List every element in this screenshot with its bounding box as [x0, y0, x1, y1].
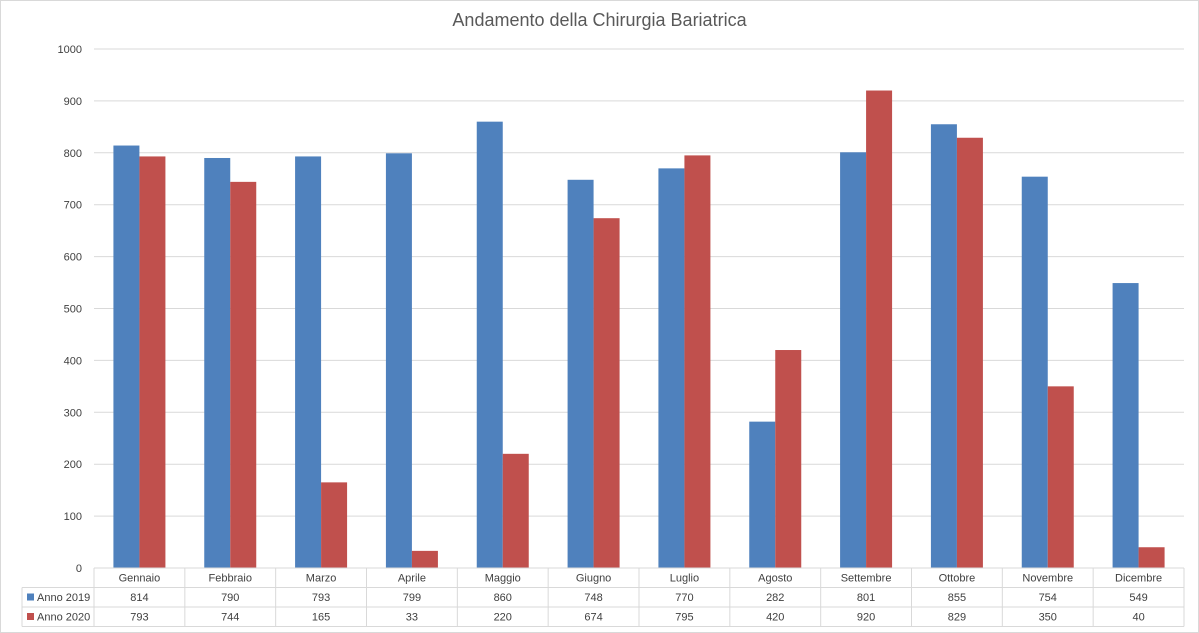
bar-2019 — [204, 157, 231, 569]
bar-2020 — [593, 218, 620, 568]
legend-key — [27, 613, 34, 620]
x-tick-label: Dicembre — [1115, 573, 1162, 585]
data-label: 549 — [1129, 592, 1147, 604]
y-tick-label: 200 — [64, 459, 82, 471]
y-tick-label: 700 — [64, 200, 82, 212]
data-label: 801 — [857, 592, 875, 604]
bar-2019 — [476, 121, 503, 568]
legend-label: Anno 2020 — [37, 612, 90, 624]
bar-2019 — [1021, 176, 1048, 568]
bar-2020 — [139, 156, 166, 569]
data-label: 165 — [312, 612, 330, 624]
data-label: 33 — [406, 612, 418, 624]
bar-2020 — [956, 137, 983, 568]
bar-2019 — [930, 124, 957, 568]
data-label: 793 — [312, 592, 330, 604]
data-label: 790 — [221, 592, 239, 604]
bar-2020 — [684, 155, 711, 568]
data-label: 814 — [130, 592, 148, 604]
y-tick-label: 1000 — [58, 44, 82, 56]
data-label: 350 — [1039, 612, 1057, 624]
x-tick-label: Agosto — [758, 573, 792, 585]
bar-2019 — [1112, 283, 1139, 568]
y-tick-label: 900 — [64, 96, 82, 108]
data-label: 744 — [221, 612, 239, 624]
bar-2019 — [567, 179, 594, 568]
legend-key — [27, 593, 34, 601]
y-tick-label: 400 — [64, 355, 82, 367]
y-tick-label: 800 — [64, 148, 82, 160]
x-tick-label: Luglio — [670, 573, 699, 585]
y-tick-label: 0 — [76, 563, 82, 575]
data-label: 829 — [948, 612, 966, 624]
y-tick-label: 300 — [64, 407, 82, 419]
data-label: 860 — [494, 592, 512, 604]
data-label: 920 — [857, 612, 875, 624]
data-label: 795 — [675, 612, 693, 624]
data-label: 220 — [494, 612, 512, 624]
x-tick-label: Maggio — [485, 573, 521, 585]
bar-2020 — [321, 482, 348, 568]
y-tick-label: 100 — [64, 511, 82, 523]
bar-2020 — [1047, 386, 1074, 568]
data-label: 799 — [403, 592, 421, 604]
x-tick-label: Marzo — [306, 573, 337, 585]
legend-label: Anno 2019 — [37, 592, 90, 604]
x-tick-label: Gennaio — [119, 573, 161, 585]
bar-2019 — [840, 152, 867, 568]
data-label: 40 — [1132, 612, 1144, 624]
bar-2020 — [866, 90, 893, 569]
x-tick-label: Aprile — [398, 573, 426, 585]
bar-2020 — [502, 453, 529, 568]
y-tick-label: 500 — [64, 304, 82, 316]
data-label: 748 — [584, 592, 602, 604]
data-label: 770 — [675, 592, 693, 604]
x-tick-label: Settembre — [841, 573, 892, 585]
bar-2019 — [385, 153, 412, 568]
y-tick-label: 600 — [64, 252, 82, 264]
x-tick-label: Ottobre — [939, 573, 976, 585]
data-label: 674 — [584, 612, 602, 624]
bar-2020 — [230, 181, 257, 568]
data-label: 420 — [766, 612, 784, 624]
data-label: 855 — [948, 592, 966, 604]
data-label: 793 — [130, 612, 148, 624]
bar-2019 — [749, 421, 776, 568]
bar-2019 — [113, 145, 140, 568]
bar-2019 — [295, 156, 322, 569]
bar-2020 — [1138, 547, 1165, 568]
bar-2020 — [775, 350, 802, 568]
chart-title: Andamento della Chirurgia Bariatrica — [452, 10, 747, 30]
x-tick-label: Febbraio — [209, 573, 252, 585]
x-tick-label: Giugno — [576, 573, 611, 585]
data-label: 754 — [1039, 592, 1057, 604]
bar-2019 — [658, 168, 685, 568]
data-label: 282 — [766, 592, 784, 604]
x-tick-label: Novembre — [1022, 573, 1073, 585]
bar-2020 — [411, 550, 438, 568]
